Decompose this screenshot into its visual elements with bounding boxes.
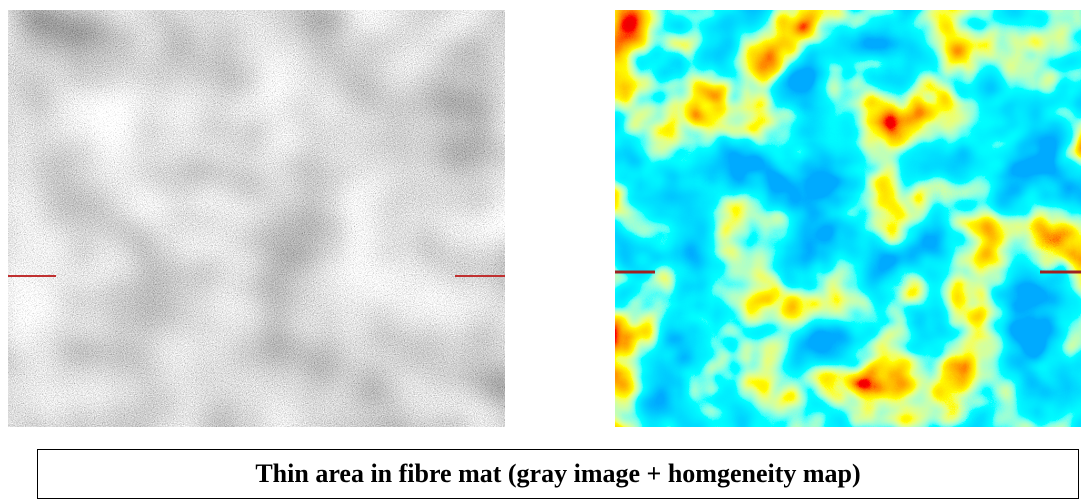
figure [0,0,1081,445]
page: Thin area in fibre mat (gray image + hom… [0,0,1081,502]
caption: Thin area in fibre mat (gray image + hom… [255,459,860,489]
gray-image [8,10,505,427]
homogeneity-map [615,10,1081,427]
caption-box: Thin area in fibre mat (gray image + hom… [37,449,1079,499]
